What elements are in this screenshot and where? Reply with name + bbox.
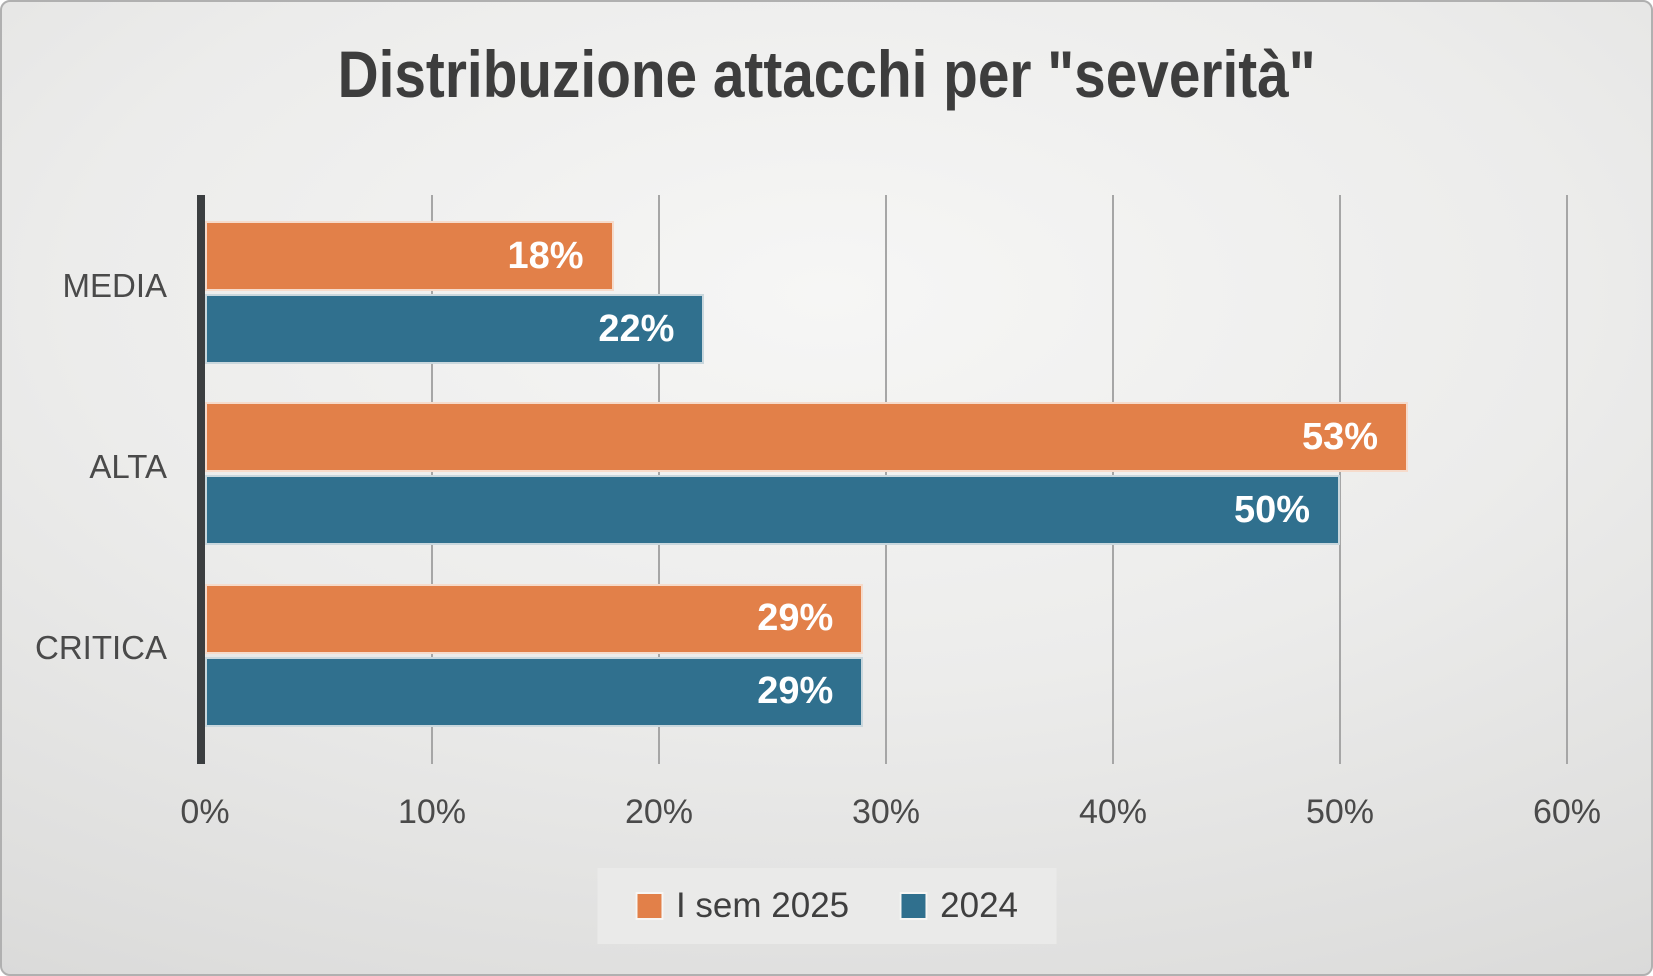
category-label-critica: CRITICA: [35, 629, 167, 667]
legend: I sem 2025 2024: [596, 868, 1057, 944]
category-label-media: MEDIA: [62, 266, 167, 304]
x-tick-label-30: 30%: [851, 793, 921, 831]
category-row-critica: CRITICA 29% 29%: [35, 558, 1567, 739]
x-tick-label-40: 40%: [1078, 793, 1148, 831]
x-tick-label-50: 50%: [1305, 793, 1375, 831]
bar-i-sem-2025-media: 18%: [205, 221, 614, 292]
x-tick-label-60: 60%: [1532, 793, 1602, 831]
bar-value-label: 29%: [757, 670, 834, 713]
bar-i-sem-2025-critica: 29%: [205, 583, 864, 654]
category-row-alta: ALTA 53% 50%: [89, 376, 1567, 557]
legend-swatch-i-sem-2025: [634, 892, 663, 920]
x-tick-label-20: 20%: [624, 793, 694, 831]
chart-title-text: Distribuzione attacchi per "severità": [337, 37, 1316, 111]
legend-item-2024: 2024: [899, 886, 1018, 926]
bars-layer: MEDIA 18% 22% ALTA 53% 50% CRITICA 29% 29%: [35, 195, 1567, 739]
category-label-alta: ALTA: [89, 447, 167, 485]
y-axis-line: [197, 195, 205, 764]
chart-title: Distribuzione attacchi per "severità": [2, 36, 1651, 112]
plot-area: MEDIA 18% 22% ALTA 53% 50% CRITICA 29% 29% 0% 10%…: [35, 195, 1601, 831]
bar-value-label: 50%: [1233, 488, 1310, 531]
category-row-media: MEDIA 18% 22%: [62, 195, 1567, 376]
bar-value-label: 22%: [598, 307, 675, 350]
bar-value-label: 29%: [757, 597, 834, 640]
legend-swatch-2024: [899, 892, 928, 920]
x-tick-label-10: 10%: [397, 793, 467, 831]
bar-2024-media: 22%: [205, 294, 705, 365]
gridline-50: [1339, 195, 1341, 764]
legend-label-2024: 2024: [940, 886, 1019, 925]
bar-2024-critica: 29%: [205, 656, 864, 727]
x-tick-label-0: 0%: [180, 793, 230, 831]
bar-2024-alta: 50%: [205, 475, 1340, 546]
legend-item-i-sem-2025: I sem 2025: [634, 886, 850, 926]
gridline-60: [1566, 195, 1568, 764]
bar-i-sem-2025-alta: 53%: [205, 402, 1409, 473]
bar-value-label: 18%: [507, 234, 584, 277]
bar-value-label: 53%: [1302, 415, 1379, 458]
legend-label-i-sem-2025: I sem 2025: [675, 886, 850, 925]
